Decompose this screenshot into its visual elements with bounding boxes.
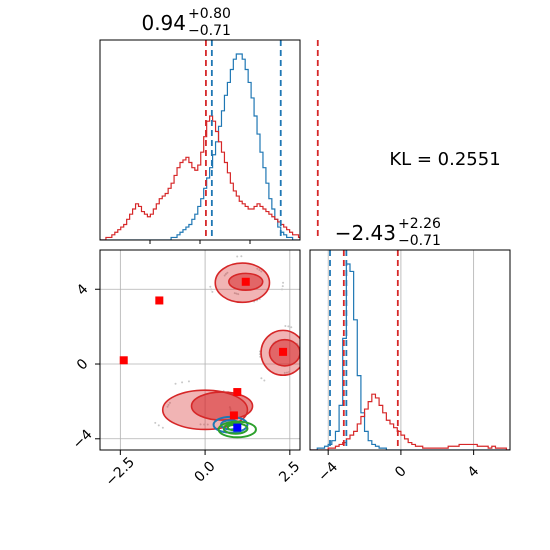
green-density-contour	[222, 422, 249, 435]
contour-layer	[154, 255, 309, 439]
background-sample	[181, 381, 184, 384]
background-sample	[161, 426, 164, 429]
axes-frame	[99, 39, 301, 241]
background-sample	[256, 267, 259, 270]
x-tick-label: −4	[315, 459, 341, 485]
title-value: 0.94	[141, 11, 186, 35]
axes-frame	[309, 249, 511, 451]
kl-divergence-label: KL = 0.2551	[389, 149, 500, 170]
background-sample	[209, 285, 212, 288]
background-sample	[233, 292, 236, 295]
red-marker	[155, 296, 164, 305]
background-sample	[199, 423, 202, 426]
background-sample	[287, 325, 290, 328]
background-sample	[210, 288, 213, 291]
background-sample	[154, 421, 157, 424]
background-sample	[166, 405, 169, 408]
histogram-series	[100, 53, 300, 240]
background-sample	[285, 371, 288, 374]
background-sample	[206, 423, 209, 426]
title-lower-error: −0.71	[188, 23, 231, 39]
background-sample	[288, 371, 291, 374]
background-sample	[203, 423, 206, 426]
background-sample	[283, 371, 286, 374]
y-tick-label: 0	[74, 356, 92, 374]
background-sample	[260, 270, 263, 273]
x-marginal-histogram	[99, 39, 319, 244]
axes-frame	[99, 249, 301, 451]
background-sample	[223, 274, 226, 277]
background-sample	[307, 368, 309, 370]
title-value: −2.43	[335, 221, 396, 245]
background-sample	[263, 379, 266, 382]
joint-density-panel: −2.5 0.0 2.5 4 0 −4	[70, 249, 309, 490]
title-upper-error: +0.80	[188, 6, 231, 22]
blue-marker	[233, 423, 242, 432]
red-marker	[119, 356, 128, 365]
x-marginal-title: 0.94 +0.80−0.71	[141, 6, 230, 39]
background-sample	[168, 401, 171, 404]
background-sample	[237, 293, 240, 296]
red-density-contour	[190, 391, 254, 421]
background-sample	[236, 255, 239, 258]
background-sample	[280, 288, 283, 291]
red-marker	[229, 411, 238, 420]
histogram-series	[100, 115, 300, 240]
background-sample	[224, 273, 227, 276]
background-sample	[258, 269, 261, 272]
histogram-series	[310, 393, 510, 450]
background-sample	[281, 285, 284, 288]
y-tick-label: 4	[74, 281, 92, 299]
title-lower-error: −0.71	[398, 233, 441, 249]
y-tick-label: −4	[70, 426, 96, 452]
background-sample	[235, 292, 238, 295]
background-sample	[284, 324, 287, 327]
x-tick-label: 0	[392, 463, 410, 481]
background-sample	[187, 380, 190, 383]
background-sample	[290, 326, 293, 329]
background-sample	[240, 255, 243, 258]
x-tick-label: 2.5	[276, 458, 303, 485]
background-sample	[282, 281, 285, 284]
green-density-contour	[217, 420, 257, 439]
background-sample	[157, 424, 160, 427]
background-sample	[174, 382, 177, 385]
histogram-series	[310, 263, 510, 450]
background-sample	[226, 271, 229, 274]
background-sample	[211, 290, 214, 293]
background-sample	[260, 377, 263, 380]
y-marginal-histogram: −4 0 4	[309, 249, 511, 485]
red-marker	[241, 277, 250, 286]
background-sample	[167, 403, 170, 406]
x-tick-label: 4	[465, 463, 483, 481]
y-marginal-title: −2.43 +2.26−0.71	[335, 216, 441, 249]
x-tick-label: 0.0	[192, 458, 219, 485]
x-tick-label: −2.5	[103, 454, 138, 489]
red-marker	[233, 388, 242, 397]
red-marker	[279, 347, 288, 356]
title-upper-error: +2.26	[398, 216, 441, 232]
